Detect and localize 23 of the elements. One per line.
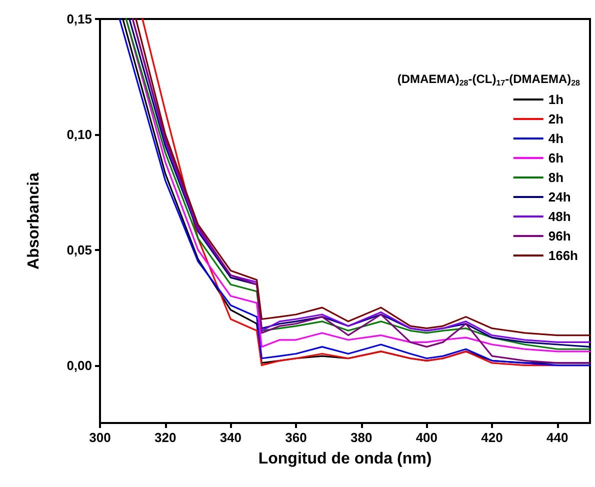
legend-label: 4h (548, 131, 564, 146)
legend-label: 24h (548, 190, 571, 204)
legend-label: 1h (548, 92, 564, 107)
y-tick-label: 0,10 (66, 126, 92, 142)
x-tick-label: 440 (546, 430, 568, 445)
x-tick-label: 300 (89, 430, 111, 445)
x-tick-label: 340 (220, 430, 242, 445)
x-tick-label: 380 (350, 430, 372, 445)
y-tick-label: 0,00 (66, 358, 92, 373)
x-tick-label: 400 (416, 430, 438, 445)
x-tick-label: 420 (481, 430, 503, 445)
y-tick-label: 0,15 (66, 12, 92, 26)
legend-label: 96h (548, 228, 571, 244)
y-axis-title: Absorbancia (26, 172, 42, 270)
y-tick-label: 0,05 (66, 242, 92, 258)
legend-label: 166h (548, 248, 578, 263)
x-axis-title: Longitud de onda (nm) (258, 450, 432, 468)
legend-label: 48h (548, 209, 571, 224)
x-tick-label: 360 (285, 430, 307, 445)
legend-label: 8h (548, 170, 564, 185)
legend-label: 2h (548, 112, 564, 126)
x-tick-label: 320 (154, 430, 176, 445)
legend-label: 6h (548, 150, 564, 166)
